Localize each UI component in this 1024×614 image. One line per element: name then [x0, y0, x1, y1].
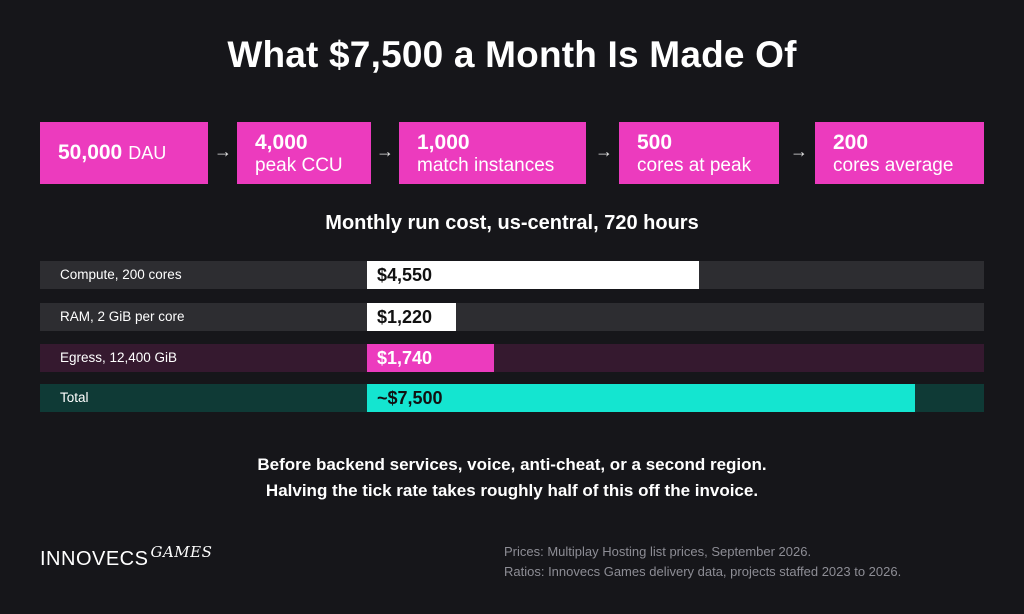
bar-value-label: ~$7,500 — [377, 388, 443, 408]
source-line: Ratios: Innovecs Games delivery data, pr… — [504, 564, 902, 579]
bar: ~$7,500 — [367, 384, 915, 412]
chart-row: Total ~$7,500 — [40, 384, 984, 412]
logo-brand: INNOVECS — [40, 548, 149, 570]
chart-row: RAM, 2 GiB per core $1,220 — [40, 303, 984, 331]
scaling-flow: 50,000 DAU → 4,000 peak CCU → 1,000 matc… — [40, 122, 984, 184]
flow-step-value: 500 — [637, 131, 673, 154]
category-label: Egress, 12,400 GiB — [60, 350, 178, 365]
flow-step-unit: DAU — [128, 143, 167, 163]
flow-step-match-instances: 1,000 match instances — [399, 122, 586, 184]
category-label: Compute, 200 cores — [60, 267, 182, 282]
flow-step-unit: cores at peak — [637, 155, 752, 176]
flow-step-unit: peak CCU — [255, 155, 343, 176]
flow-step-dau: 50,000 DAU — [40, 122, 208, 184]
chart-row: Compute, 200 cores $4,550 — [40, 261, 984, 289]
flow-step-value: 1,000 — [417, 131, 470, 154]
bar-value-label: $1,740 — [377, 348, 433, 368]
flow-step-unit: cores average — [833, 155, 954, 176]
arrow-right-icon: → — [376, 141, 394, 161]
footnote: Before backend services, voice, anti-che… — [0, 452, 1024, 504]
source-line: Prices: Multiplay Hosting list prices, S… — [504, 544, 812, 559]
arrow-right-icon: → — [790, 141, 808, 161]
bar: $1,740 — [367, 344, 494, 372]
category-label: Total — [60, 390, 89, 405]
flow-step-value: 200 — [833, 131, 869, 154]
page-title: What $7,500 a Month Is Made Of — [227, 34, 797, 75]
bar-value-label: $4,550 — [377, 265, 433, 285]
logo-sub: GAMES — [150, 543, 213, 561]
sources-note: Prices: Multiplay Hosting list prices, S… — [504, 542, 984, 582]
bar: $1,220 — [367, 303, 456, 331]
footnote-line: Halving the tick rate takes roughly half… — [265, 481, 759, 500]
bar-value-label: $1,220 — [377, 307, 433, 327]
innovecs-games-logo: INNOVECS GAMES — [40, 543, 212, 571]
arrow-right-icon: → — [214, 141, 232, 161]
bar: $4,550 — [367, 261, 699, 289]
flow-step-unit: match instances — [417, 155, 555, 176]
footnote-line: Before backend services, voice, anti-che… — [257, 455, 767, 474]
arrow-right-icon: → — [595, 141, 613, 161]
flow-step-value: 50,000 — [58, 141, 123, 164]
flow-step-value: 4,000 — [255, 131, 308, 154]
flow-step-cores-peak: 500 cores at peak — [619, 122, 779, 184]
chart-row: Egress, 12,400 GiB $1,740 — [40, 344, 984, 372]
category-label: RAM, 2 GiB per core — [60, 309, 185, 324]
flow-step-cores-average: 200 cores average — [815, 122, 984, 184]
chart-title: Monthly run cost, us-central, 720 hours — [325, 212, 699, 234]
flow-step-peak-ccu: 4,000 peak CCU — [237, 122, 371, 184]
